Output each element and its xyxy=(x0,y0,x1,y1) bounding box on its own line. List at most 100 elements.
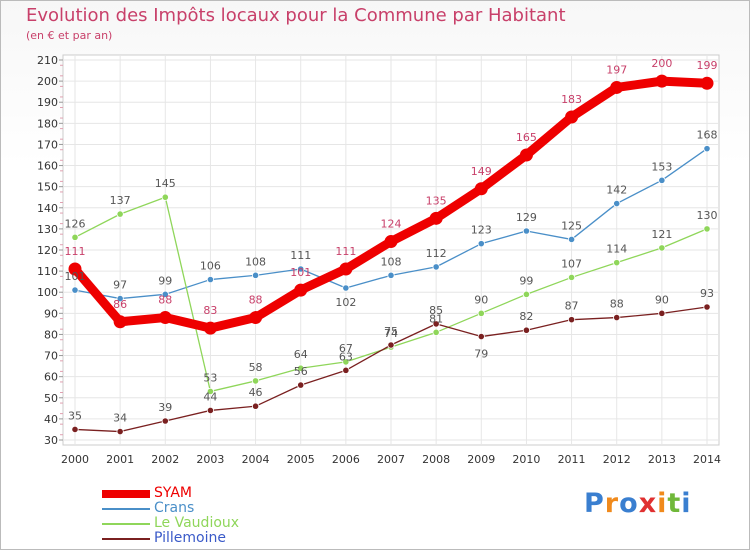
data-label: 125 xyxy=(561,219,582,232)
x-tick-label: 2012 xyxy=(603,453,631,466)
data-point xyxy=(71,286,79,294)
data-point xyxy=(116,294,124,303)
data-label: 145 xyxy=(155,177,176,190)
x-tick-label: 2001 xyxy=(106,453,134,466)
data-label: 114 xyxy=(606,243,627,256)
data-label: 165 xyxy=(516,131,537,144)
data-label: 101 xyxy=(290,266,311,279)
data-label: 75 xyxy=(384,325,398,338)
data-label: 97 xyxy=(113,279,127,292)
logo-letter: x xyxy=(638,488,658,519)
y-tick-label: 170 xyxy=(37,138,58,151)
data-point xyxy=(387,271,395,279)
data-point xyxy=(567,316,576,324)
data-label: 56 xyxy=(294,365,308,378)
data-point xyxy=(342,366,350,374)
data-label: 64 xyxy=(294,348,308,361)
data-point xyxy=(658,244,666,252)
data-point xyxy=(384,235,398,249)
data-point xyxy=(477,309,485,317)
data-label: 123 xyxy=(471,224,492,237)
data-label: 111 xyxy=(290,249,311,262)
data-point xyxy=(387,341,395,349)
logo-letter: i xyxy=(657,488,668,519)
data-label: 46 xyxy=(249,386,263,399)
data-point xyxy=(206,275,215,284)
data-label: 124 xyxy=(381,218,402,231)
y-tick-label: 30 xyxy=(44,434,58,447)
x-tick-label: 2004 xyxy=(242,453,270,466)
y-tick-label: 200 xyxy=(37,75,58,88)
data-label: 88 xyxy=(249,294,263,307)
data-label: 102 xyxy=(335,296,356,309)
logo-letter: P xyxy=(584,488,605,519)
data-point xyxy=(116,210,124,218)
data-label: 183 xyxy=(561,93,582,106)
data-label: 67 xyxy=(339,342,353,355)
data-point xyxy=(297,381,305,389)
data-label: 121 xyxy=(651,228,672,241)
data-point xyxy=(113,315,127,329)
y-tick-label: 60 xyxy=(44,371,58,384)
data-label: 82 xyxy=(519,310,533,323)
data-label: 74 xyxy=(384,327,398,340)
data-point xyxy=(342,358,350,366)
legend-swatch xyxy=(102,508,150,510)
y-tick-label: 120 xyxy=(37,244,58,257)
data-label: 111 xyxy=(65,245,86,258)
data-point xyxy=(249,311,263,325)
y-tick-label: 110 xyxy=(37,265,58,278)
logo-letter: t xyxy=(667,488,682,519)
data-point xyxy=(206,406,215,415)
y-tick-label: 130 xyxy=(37,223,58,236)
data-point xyxy=(567,235,576,244)
data-point xyxy=(658,176,666,184)
y-tick-label: 50 xyxy=(44,392,58,405)
data-label: 135 xyxy=(426,194,447,207)
data-point xyxy=(71,425,79,434)
y-tick-label: 80 xyxy=(44,328,58,341)
legend-swatch xyxy=(102,490,150,498)
data-point xyxy=(658,309,666,317)
data-label: 112 xyxy=(426,247,447,260)
chart-subtitle: (en € et par an) xyxy=(26,29,113,42)
data-label: 53 xyxy=(203,371,217,384)
data-point xyxy=(703,145,711,153)
line-chart: 30 40 50 60 70 80 90 100 110 120 130 140 150 160 170 18… xyxy=(37,54,721,466)
data-label: 81 xyxy=(429,312,443,325)
data-point xyxy=(251,377,260,385)
data-label: 108 xyxy=(245,255,266,268)
data-point xyxy=(432,320,440,328)
y-tick-label: 180 xyxy=(37,117,58,130)
logo-letter: r xyxy=(604,488,620,519)
data-label: 79 xyxy=(474,348,488,361)
data-point xyxy=(339,262,353,276)
legend-label: Le Vaudioux xyxy=(154,515,240,531)
data-point xyxy=(477,332,485,341)
data-label: 90 xyxy=(655,293,669,306)
legend-label: SYAM xyxy=(154,485,193,501)
data-point xyxy=(429,211,443,225)
data-point xyxy=(703,225,711,233)
data-label: 130 xyxy=(697,209,718,222)
x-tick-label: 2000 xyxy=(61,453,89,466)
data-label: 85 xyxy=(429,304,443,317)
data-point xyxy=(567,273,576,282)
data-label: 149 xyxy=(471,165,492,178)
data-point xyxy=(522,290,531,298)
data-point xyxy=(432,328,440,336)
data-label: 197 xyxy=(606,63,627,76)
data-label: 129 xyxy=(516,211,537,224)
data-label: 44 xyxy=(203,390,217,403)
data-point xyxy=(613,199,621,208)
x-tick-label: 2005 xyxy=(287,453,315,466)
x-tick-label: 2010 xyxy=(512,453,540,466)
data-point xyxy=(519,148,533,162)
y-tick-label: 210 xyxy=(37,54,58,67)
legend-swatch xyxy=(102,538,150,540)
data-point xyxy=(294,283,308,297)
legend-swatch xyxy=(102,523,150,525)
data-point xyxy=(655,74,669,88)
data-label: 153 xyxy=(651,160,672,173)
data-point xyxy=(610,80,624,94)
